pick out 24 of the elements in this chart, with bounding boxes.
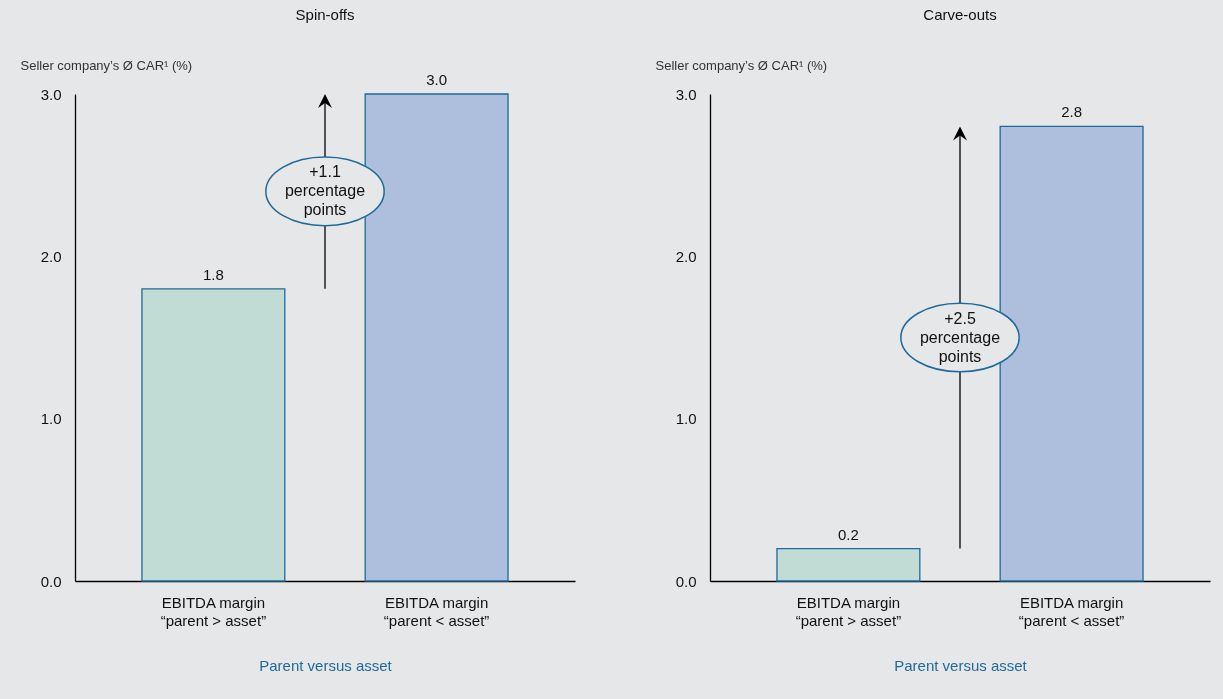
y-tick-label: 3.0 bbox=[40, 85, 62, 103]
data-label: 0.2 bbox=[837, 525, 859, 543]
x-tick-label: EBITDA margin “parent > asset” bbox=[795, 593, 902, 629]
x-tick-label: EBITDA margin “parent > asset” bbox=[160, 593, 267, 629]
y-tick-label: 3.0 bbox=[675, 85, 697, 103]
annotation: +2.5 percentage points bbox=[919, 309, 1001, 365]
y-axis-title: Seller company’s Ø CAR¹ (%) bbox=[20, 57, 193, 73]
y-tick-label: 0.0 bbox=[40, 572, 62, 590]
annotation: +1.1 percentage points bbox=[284, 163, 366, 219]
y-tick-label: 1.0 bbox=[675, 410, 697, 428]
y-tick-label: 2.0 bbox=[40, 247, 62, 265]
data-label: 3.0 bbox=[426, 71, 448, 88]
x-tick-label: EBITDA margin “parent < asset” bbox=[383, 593, 490, 629]
chart-title: Carve-outs bbox=[923, 6, 997, 23]
y-tick-label: 0.0 bbox=[675, 572, 697, 590]
x-axis-title: Parent versus asset bbox=[259, 656, 393, 674]
x-tick-label: EBITDA margin “parent < asset” bbox=[1018, 593, 1125, 629]
x-axis-title: Parent versus asset bbox=[894, 656, 1028, 674]
data-label: 2.8 bbox=[1061, 103, 1083, 121]
chart-title: Spin-offs bbox=[295, 6, 355, 23]
data-label: 1.8 bbox=[202, 265, 224, 283]
y-axis-title: Seller company’s Ø CAR¹ (%) bbox=[655, 57, 828, 73]
y-tick-label: 2.0 bbox=[675, 247, 697, 265]
y-tick-label: 1.0 bbox=[40, 410, 62, 428]
